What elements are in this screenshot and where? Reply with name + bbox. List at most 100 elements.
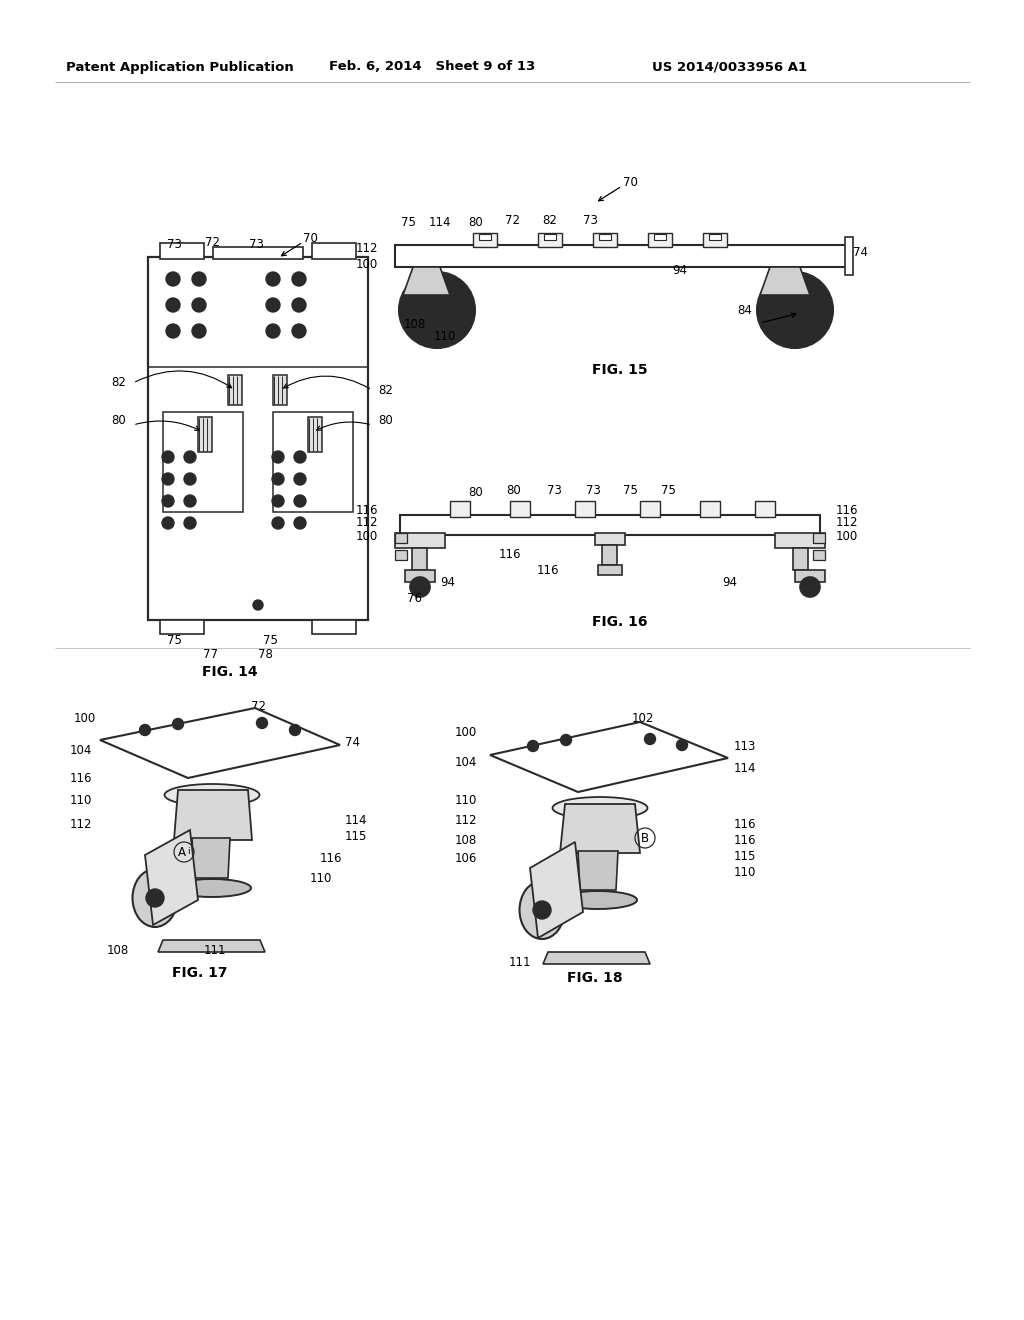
Circle shape [292, 323, 306, 338]
Circle shape [806, 583, 814, 591]
Text: 73: 73 [583, 214, 597, 227]
Circle shape [193, 298, 206, 312]
Polygon shape [403, 267, 450, 294]
Circle shape [146, 888, 164, 907]
Text: 116: 116 [499, 548, 521, 561]
Text: 75: 75 [623, 484, 637, 498]
Bar [400, 515, 820, 535]
Bar [273, 375, 287, 405]
Circle shape [193, 272, 206, 286]
Text: 116: 116 [734, 817, 757, 830]
Text: 114: 114 [734, 762, 757, 775]
Ellipse shape [173, 879, 251, 898]
Bar [148, 257, 368, 620]
Text: 80: 80 [112, 413, 126, 426]
Polygon shape [760, 267, 810, 294]
Text: 113: 113 [734, 739, 757, 752]
Polygon shape [158, 940, 265, 952]
Polygon shape [578, 851, 618, 890]
Circle shape [421, 294, 453, 326]
Text: 106: 106 [455, 851, 477, 865]
Text: 72: 72 [206, 235, 220, 248]
Polygon shape [543, 952, 650, 964]
Text: 84: 84 [737, 304, 753, 317]
Bar [599, 234, 611, 240]
Circle shape [294, 451, 306, 463]
Text: 114: 114 [345, 813, 368, 826]
Circle shape [416, 583, 424, 591]
Text: 102: 102 [632, 713, 654, 726]
Bar [575, 502, 595, 517]
Text: 112: 112 [836, 516, 858, 529]
Text: 115: 115 [734, 850, 757, 862]
Text: 80: 80 [378, 413, 393, 426]
Bar [654, 234, 666, 240]
Bar [412, 548, 427, 570]
Bar [312, 243, 356, 259]
Polygon shape [530, 842, 583, 939]
Circle shape [399, 272, 475, 348]
Text: 115: 115 [345, 829, 368, 842]
Bar [395, 533, 407, 543]
Text: 108: 108 [106, 944, 129, 957]
Circle shape [166, 272, 180, 286]
Bar [813, 550, 825, 560]
Circle shape [779, 294, 811, 326]
Text: 94: 94 [440, 576, 456, 589]
Bar [755, 502, 775, 517]
Bar [510, 502, 530, 517]
Text: 111: 111 [204, 944, 226, 957]
Text: FIG. 16: FIG. 16 [592, 615, 648, 630]
Text: 76: 76 [408, 591, 423, 605]
Polygon shape [174, 789, 252, 840]
Text: 112: 112 [355, 242, 378, 255]
Text: 75: 75 [400, 216, 416, 230]
Circle shape [294, 473, 306, 484]
Bar [709, 234, 721, 240]
Circle shape [166, 323, 180, 338]
Circle shape [162, 473, 174, 484]
Circle shape [266, 298, 280, 312]
Ellipse shape [553, 797, 647, 818]
Circle shape [800, 577, 820, 597]
Bar [406, 570, 435, 582]
Text: 104: 104 [70, 743, 92, 756]
Text: 77: 77 [203, 648, 217, 660]
Text: 82: 82 [543, 214, 557, 227]
Text: 75: 75 [167, 634, 181, 647]
Bar [598, 565, 622, 576]
Text: 94: 94 [723, 576, 737, 589]
Bar [395, 550, 407, 560]
Polygon shape [490, 722, 728, 792]
Ellipse shape [132, 869, 177, 927]
Text: 75: 75 [660, 484, 676, 498]
Bar [648, 234, 672, 247]
Circle shape [294, 495, 306, 507]
Circle shape [410, 577, 430, 597]
Text: 110: 110 [434, 330, 456, 342]
Text: 73: 73 [547, 484, 561, 498]
Text: A: A [178, 846, 186, 858]
Text: 100: 100 [455, 726, 477, 738]
Text: 100: 100 [355, 259, 378, 272]
Circle shape [431, 304, 443, 315]
Bar [450, 502, 470, 517]
Text: 70: 70 [302, 231, 317, 244]
Text: FIG. 18: FIG. 18 [567, 972, 623, 985]
Text: 94: 94 [673, 264, 687, 276]
Circle shape [172, 718, 183, 730]
Text: 112: 112 [70, 818, 92, 832]
Circle shape [184, 495, 196, 507]
Text: 116: 116 [836, 503, 858, 516]
Bar [213, 247, 303, 259]
Circle shape [139, 725, 151, 735]
Text: 112: 112 [455, 813, 477, 826]
Text: 73: 73 [586, 484, 600, 498]
Bar [813, 533, 825, 543]
Text: 112: 112 [355, 516, 378, 529]
Text: 80: 80 [469, 215, 483, 228]
Bar [198, 417, 212, 451]
Circle shape [253, 601, 263, 610]
Circle shape [266, 323, 280, 338]
Text: 116: 116 [70, 771, 92, 784]
